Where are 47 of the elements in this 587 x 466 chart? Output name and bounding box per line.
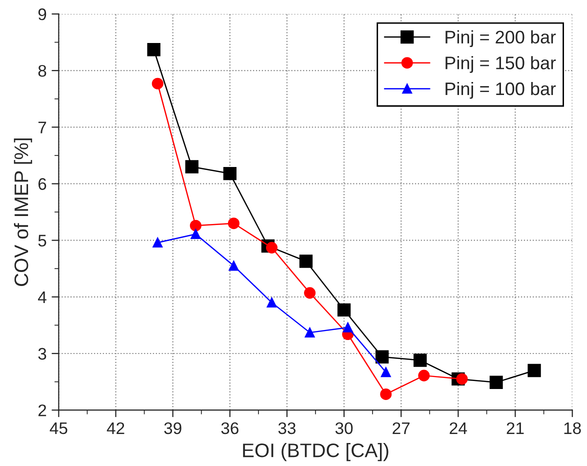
x-tick-label: 39 [164,422,182,434]
point [185,160,198,174]
legend-label: Pinj = 150 bar [446,56,556,73]
point [228,218,240,230]
point [528,364,541,378]
point [152,78,164,90]
point [380,367,391,378]
point [490,376,503,389]
point [223,166,237,180]
y-tick-label: 4 [38,291,46,303]
point [414,354,427,367]
y-tick-label: 2 [38,404,46,416]
x-axis-title: EOI (BTDC [CA]) [243,442,388,462]
x-tick-label: 36 [221,422,238,434]
point [228,260,239,271]
point [299,254,313,268]
point [304,287,316,299]
point [266,298,277,308]
point [342,322,353,332]
point [190,220,202,232]
x-tick-label: 27 [392,422,410,434]
point [266,242,278,254]
legend-label: Pinj = 100 bar [446,82,556,99]
x-tick-label: 24 [450,422,467,434]
y-tick-label: 6 [38,178,46,190]
y-tick-label: 8 [38,64,46,77]
x-tick-label: 45 [50,422,68,434]
y-tick-label: 3 [38,348,46,360]
point [418,370,430,382]
point [152,238,163,248]
x-tick-label: 33 [278,422,296,434]
y-axis-title: COV of IMEP [%] [14,138,32,286]
point [375,350,389,364]
x-tick-label: 42 [106,422,124,434]
y-tick-label: 5 [38,234,46,247]
y-tick-label: 9 [38,8,46,20]
point [337,303,351,317]
y-tick-label: 7 [38,122,46,134]
legend-label: Pinj = 200 bar [446,30,556,48]
x-tick-label: 30 [335,422,353,434]
x-tick-label: 21 [506,422,524,434]
point [456,373,468,385]
point [304,328,315,338]
point [147,43,160,56]
point [380,388,392,400]
x-tick-label: 18 [564,422,581,434]
point [190,229,201,240]
